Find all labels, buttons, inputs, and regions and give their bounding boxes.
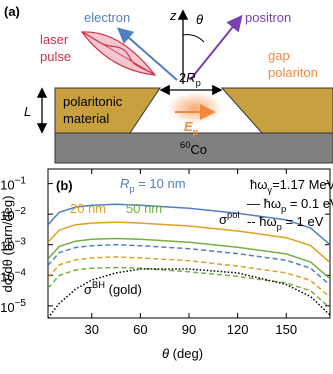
- material-label: polaritonic material: [63, 94, 123, 126]
- panel-label: (a): [4, 4, 20, 19]
- y-tick-label: 10−3: [0, 237, 26, 254]
- y-axis-label: dσ/dθ (barn/deg): [0, 196, 15, 293]
- series-line: [48, 237, 330, 280]
- annotation-part: γ: [267, 185, 272, 195]
- laser-label-line: laser: [40, 32, 69, 47]
- series-line: [48, 221, 330, 264]
- substrate-label-part: Co: [190, 142, 207, 157]
- y-tick-label: 10−4: [0, 267, 26, 284]
- positron-arrow: [189, 14, 243, 81]
- annotation-part: ħω: [250, 177, 267, 192]
- series-line: [48, 243, 330, 286]
- annotation-part: (gold): [105, 282, 142, 297]
- y-tick-label: 10−5: [0, 298, 26, 315]
- radius-label: 2Rp: [179, 70, 201, 88]
- x-tick-label: 90: [182, 322, 196, 337]
- y-tick-label: 10−2: [0, 206, 26, 223]
- annotation: ħωγ=1.17 MeV: [250, 177, 333, 195]
- field-label-part: p: [193, 127, 199, 137]
- radius-label-part: 2: [179, 70, 186, 85]
- material-left: [54, 87, 161, 134]
- x-tick-label: 30: [85, 322, 99, 337]
- electron-arrow: [116, 27, 178, 81]
- annotation-part: R: [120, 176, 129, 191]
- y-tick-exponent: −5: [15, 298, 27, 309]
- annotation-part: σ: [219, 212, 227, 227]
- series-line: [48, 256, 330, 298]
- annotation-part: =1.17 MeV: [272, 177, 333, 192]
- field-label-part: E: [184, 119, 193, 134]
- annotation-part: p: [281, 204, 286, 214]
- material-label-line: polaritonic: [63, 94, 123, 109]
- polariton-glow: [167, 92, 223, 124]
- y-tick-exponent: −3: [15, 237, 27, 248]
- y-tick-base: 10: [0, 239, 14, 254]
- y-tick-exponent: −4: [15, 267, 27, 278]
- y-tick-exponent: −1: [15, 176, 27, 187]
- x-tick-label: 150: [275, 322, 297, 337]
- annotation-part: p: [129, 184, 134, 194]
- gap-label-line: gap: [268, 48, 290, 63]
- material-right: [220, 87, 333, 134]
- annotation-part: = 1 eV: [282, 214, 324, 229]
- electron-label: electron: [84, 10, 130, 25]
- annotation-part: 50 nm: [126, 201, 162, 216]
- field-label: Ep: [184, 119, 199, 137]
- y-tick-base: 10: [0, 208, 14, 223]
- x-tick-label: 120: [227, 322, 249, 337]
- radius-label-part: p: [196, 78, 201, 88]
- substrate-label: 60Co: [180, 140, 207, 157]
- thickness-label: L: [24, 104, 31, 119]
- annotation: 20 nm: [70, 201, 106, 216]
- annotation-part: BH: [92, 280, 105, 290]
- x-axis-label: θ (deg): [162, 346, 203, 361]
- annotation: σpol: [219, 210, 240, 227]
- y-tick-base: 10: [0, 178, 14, 193]
- plot-area: [48, 203, 330, 318]
- laser-pulse: [80, 31, 157, 76]
- y-tick-label: 10−1: [0, 176, 26, 193]
- y-tick-base: 10: [0, 300, 14, 315]
- annotation-part: -- ħω: [247, 214, 277, 229]
- series-line: [48, 266, 330, 309]
- annotation: -- ħωp = 1 eV: [247, 214, 324, 232]
- y-tick-exponent: −2: [15, 206, 27, 217]
- series-line: [48, 203, 330, 246]
- annotation-part: = 0.1 eV: [286, 196, 333, 211]
- positron-label: positron: [245, 10, 291, 25]
- substrate: [54, 132, 333, 164]
- x-tick-label: 60: [133, 322, 147, 337]
- theta-label: θ: [196, 12, 203, 27]
- panel-label: (b): [56, 178, 73, 193]
- annotation: — ħωp = 0.1 eV: [247, 196, 333, 214]
- annotation-part: 20 nm: [70, 201, 106, 216]
- material-label-line: material: [63, 111, 109, 126]
- gap-label-line: polariton: [268, 65, 318, 80]
- gap-label: gap polariton: [268, 48, 318, 80]
- annotation: Rp = 10 nm: [120, 176, 186, 194]
- laser-label: laser pulse: [40, 32, 71, 64]
- laser-label-line: pulse: [40, 49, 71, 64]
- annotation-part: p: [277, 222, 282, 232]
- annotation-part: pol: [227, 210, 239, 220]
- theta-arc: [182, 34, 205, 43]
- schematic: [36, 9, 333, 164]
- annotation-part: σ: [84, 282, 92, 297]
- substrate-label-part: 60: [180, 140, 190, 150]
- x-axis-label-part: θ: [162, 346, 169, 361]
- annotation: 50 nm: [126, 201, 162, 216]
- radius-label-part: R: [186, 70, 195, 85]
- series-line: [48, 268, 330, 318]
- annotation-part: = 10 nm: [135, 176, 186, 191]
- z-label: z: [169, 8, 177, 23]
- annotation-part: — ħω: [247, 196, 281, 211]
- x-axis-label-part: (deg): [169, 346, 203, 361]
- annotation: σBH (gold): [84, 280, 142, 297]
- y-tick-base: 10: [0, 269, 14, 284]
